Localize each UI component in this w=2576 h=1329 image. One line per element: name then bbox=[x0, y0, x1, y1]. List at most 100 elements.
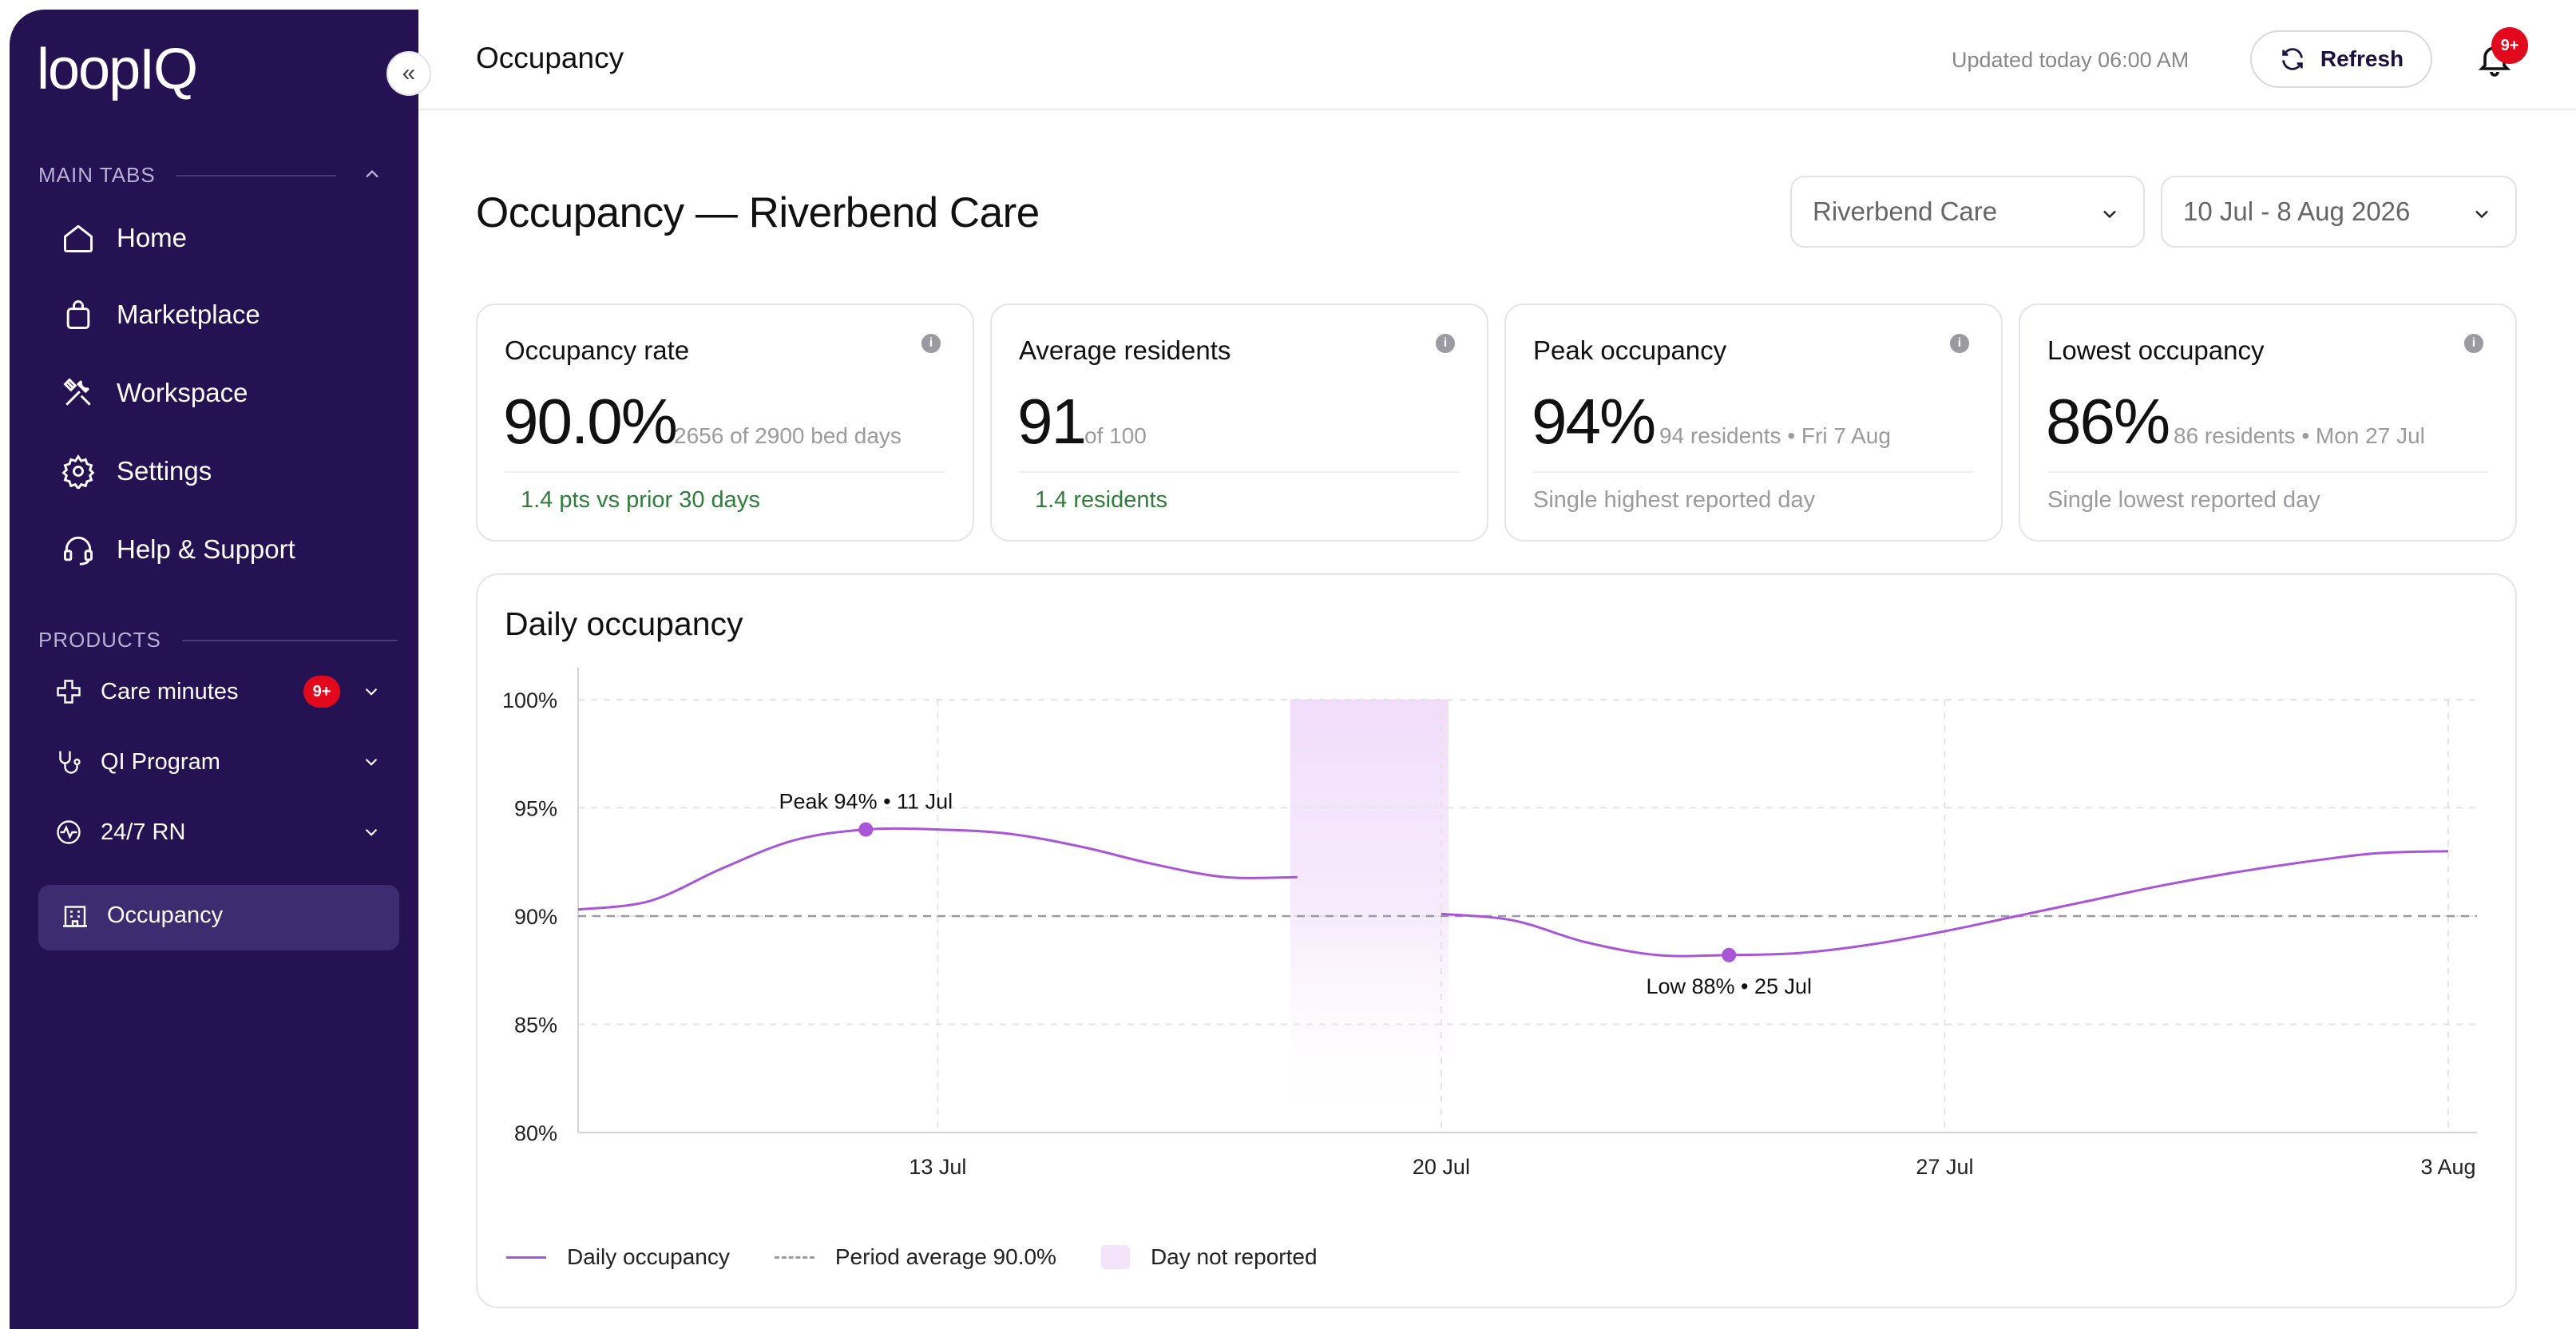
sidebar-item-label: QI Program bbox=[101, 748, 220, 775]
gear-icon bbox=[61, 454, 95, 489]
kpi-value: 91 bbox=[1017, 386, 1087, 457]
annotation-marker bbox=[858, 822, 874, 837]
kpi-card-occupancy-rate: Occupancy rate i 90.0% 2656 of 2900 bed … bbox=[476, 303, 974, 542]
sidebar-item-marketplace[interactable]: Marketplace bbox=[61, 297, 260, 332]
medical-icon bbox=[57, 680, 81, 704]
products-section-title: PRODUCTS bbox=[38, 628, 398, 653]
y-tick-label: 90% bbox=[514, 905, 557, 929]
chevron-down-icon[interactable] bbox=[361, 681, 382, 702]
y-tick-label: 95% bbox=[514, 797, 557, 821]
daily-occupancy-line bbox=[577, 827, 1298, 911]
kpi-foot: 1.4 pts vs prior 30 days bbox=[521, 487, 760, 513]
kpi-card-average-residents: Average residents i 91 of 100 1.4 reside… bbox=[990, 303, 1488, 542]
topbar-title: Occupancy bbox=[476, 42, 624, 74]
kpi-sub: 2656 of 2900 bed days bbox=[674, 423, 902, 448]
home-icon bbox=[64, 224, 93, 252]
legend-label: Day not reported bbox=[1150, 1244, 1318, 1269]
x-tick-label: 3 Aug bbox=[2420, 1155, 2475, 1179]
y-tick-label: 100% bbox=[502, 688, 557, 712]
annotation-marker bbox=[1722, 947, 1737, 962]
kpi-card-peak-occupancy: Peak occupancy i 94% 94 residents • Fri … bbox=[1504, 303, 2003, 542]
sidebar-item-label: Help & Support bbox=[117, 534, 295, 564]
care-minutes-badge: 9+ bbox=[303, 676, 340, 708]
daily-occupancy-line bbox=[1441, 850, 2449, 958]
legend-line-swatch bbox=[506, 1256, 546, 1259]
chevron-down-icon[interactable] bbox=[361, 822, 382, 843]
annotation-label: Peak 94% • 11 Jul bbox=[779, 790, 953, 814]
facility-select-value: Riverbend Care bbox=[1813, 196, 1998, 226]
sidebar-item-workspace[interactable]: Workspace bbox=[61, 375, 248, 411]
x-tick-label: 20 Jul bbox=[1413, 1155, 1470, 1179]
topbar: Occupancy Updated today 06:00 AM Refresh… bbox=[418, 0, 2576, 110]
sidebar-item-24-7-rn[interactable]: 24/7 RN bbox=[54, 818, 382, 847]
info-icon[interactable]: i bbox=[921, 334, 941, 353]
annotation-label: Low 88% • 25 Jul bbox=[1646, 974, 1812, 998]
kpi-foot: Single lowest reported day bbox=[2047, 487, 2320, 513]
info-icon[interactable]: i bbox=[1436, 334, 1455, 353]
sidebar-item-label: Care minutes bbox=[101, 678, 239, 704]
info-icon[interactable]: i bbox=[1950, 334, 1969, 353]
shopping-bag-icon bbox=[66, 300, 90, 329]
sidebar-item-home[interactable]: Home bbox=[61, 220, 187, 256]
legend-day-not-reported[interactable]: Day not reported bbox=[1100, 1244, 1318, 1270]
kpi-divider bbox=[1533, 471, 1974, 473]
kpi-card-lowest-occupancy: Lowest occupancy i 86% 86 residents • Mo… bbox=[2019, 303, 2517, 542]
chevron-down-icon bbox=[2103, 210, 2116, 219]
sidebar-item-help-support[interactable]: Help & Support bbox=[61, 532, 295, 567]
sidebar: loopIQ MAIN TABS Home Marketplace Worksp… bbox=[10, 10, 418, 1329]
kpi-value: 90.0% bbox=[503, 386, 678, 457]
tools-icon bbox=[63, 378, 91, 406]
sidebar-item-qi-program[interactable]: QI Program bbox=[54, 748, 382, 776]
kpi-value: 86% bbox=[2046, 386, 2170, 457]
kpi-sub: of 100 bbox=[1084, 423, 1147, 448]
sidebar-item-occupancy[interactable]: Occupancy bbox=[61, 901, 388, 930]
notification-badge: 9+ bbox=[2491, 27, 2528, 64]
info-icon[interactable]: i bbox=[2464, 334, 2483, 353]
refresh-button[interactable]: Refresh bbox=[2250, 30, 2432, 88]
page-title: Occupancy — Riverbend Care bbox=[476, 189, 1040, 236]
x-tick-label: 27 Jul bbox=[1916, 1155, 1973, 1179]
sidebar-item-label: Occupancy bbox=[107, 902, 224, 928]
y-tick-label: 85% bbox=[514, 1014, 557, 1037]
daily-occupancy-chart: 80% 85% 90% 95% 100% 13 Jul 20 Jul 27 Jul 3 Aug P… bbox=[502, 668, 2477, 1179]
date-range-select-value: 10 Jul - 8 Aug 2026 bbox=[2183, 196, 2411, 226]
legend-label: Period average 90.0% bbox=[834, 1244, 1056, 1269]
legend-period-average[interactable]: Period average 90.0% bbox=[774, 1244, 1056, 1270]
kpi-foot: 1.4 residents bbox=[1035, 487, 1168, 513]
double-chevron-left-icon: « bbox=[402, 60, 416, 86]
logo: loopIQ bbox=[37, 38, 198, 101]
main-tabs-section-title: MAIN TABS bbox=[38, 163, 336, 188]
daily-occupancy-card: Daily occupancy 80% 85% 90% 95% 100% 13 Jul 20… bbox=[476, 573, 2517, 1308]
sidebar-item-settings[interactable]: Settings bbox=[61, 454, 212, 489]
kpi-label: Peak occupancy bbox=[1533, 335, 1727, 365]
building-icon bbox=[63, 906, 87, 927]
kpi-divider bbox=[2047, 471, 2488, 473]
refresh-icon bbox=[2282, 48, 2303, 70]
kpi-foot: Single highest reported day bbox=[1533, 487, 1816, 513]
kpi-sub: 86 residents • Mon 27 Jul bbox=[2174, 423, 2425, 448]
sidebar-item-occupancy-active-bg bbox=[38, 885, 399, 950]
date-range-select[interactable]: 10 Jul - 8 Aug 2026 bbox=[2161, 176, 2517, 248]
kpi-label: Lowest occupancy bbox=[2047, 335, 2265, 365]
headset-icon bbox=[64, 536, 93, 565]
legend-daily-occupancy[interactable]: Daily occupancy bbox=[506, 1244, 730, 1270]
chevron-down-icon[interactable] bbox=[361, 752, 382, 772]
updated-timestamp: Updated today 06:00 AM bbox=[1952, 48, 2190, 72]
collapse-sidebar-button[interactable]: « bbox=[386, 51, 431, 96]
chart-legend: Daily occupancy Period average 90.0% Day… bbox=[506, 1244, 1362, 1270]
kpi-divider bbox=[505, 471, 945, 473]
kpi-value: 94% bbox=[1532, 386, 1656, 457]
pulse-icon bbox=[57, 820, 81, 844]
legend-box-swatch bbox=[1100, 1245, 1130, 1269]
kpi-label: Occupancy rate bbox=[505, 335, 690, 365]
chevron-up-icon[interactable] bbox=[361, 163, 383, 185]
x-tick-label: 13 Jul bbox=[909, 1155, 966, 1179]
sidebar-item-label: Home bbox=[117, 223, 188, 252]
sidebar-item-care-minutes[interactable]: Care minutes 9+ bbox=[54, 676, 382, 708]
chart-title: Daily occupancy bbox=[505, 605, 743, 642]
stethoscope-icon bbox=[59, 751, 81, 774]
sidebar-item-label: Marketplace bbox=[117, 300, 260, 329]
facility-select[interactable]: Riverbend Care bbox=[1790, 176, 2145, 248]
kpi-sub: 94 residents • Fri 7 Aug bbox=[1659, 423, 1891, 448]
kpi-divider bbox=[1019, 471, 1460, 473]
